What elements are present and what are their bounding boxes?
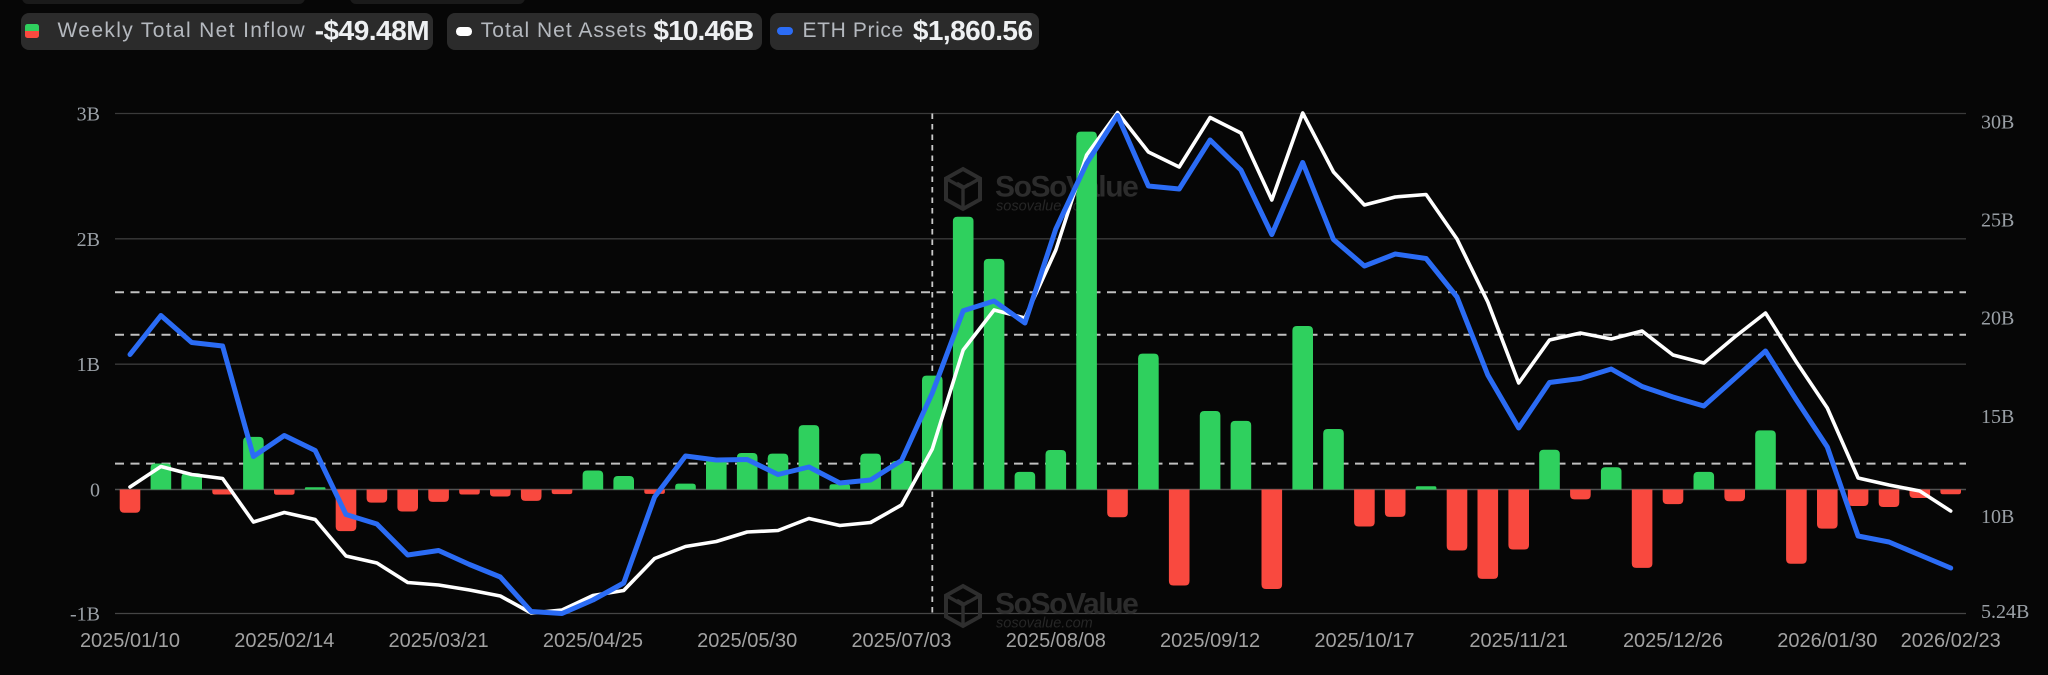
svg-text:2025/08/08: 2025/08/08 [1006, 630, 1106, 652]
svg-text:2025/03/21: 2025/03/21 [389, 630, 489, 652]
svg-text:2025/01/10: 2025/01/10 [80, 630, 180, 652]
svg-text:2025/04/25: 2025/04/25 [543, 630, 643, 652]
svg-text:sosovalue.com: sosovalue.com [996, 616, 1093, 632]
svg-text:SoSoValue: SoSoValue [995, 171, 1138, 204]
svg-text:2025/02/14: 2025/02/14 [234, 630, 334, 652]
svg-text:2025/11/21: 2025/11/21 [1469, 630, 1568, 652]
svg-text:5.24B: 5.24B [1981, 601, 2029, 623]
svg-text:2025/12/26: 2025/12/26 [1623, 630, 1723, 652]
svg-text:2025/05/30: 2025/05/30 [697, 630, 797, 652]
svg-text:SoSoValue: SoSoValue [995, 588, 1138, 621]
svg-text:10B: 10B [1981, 506, 2014, 528]
svg-text:-1B: -1B [70, 604, 100, 626]
svg-text:2026/01/30: 2026/01/30 [1777, 630, 1877, 652]
svg-text:2026/02/23: 2026/02/23 [1901, 630, 2001, 652]
svg-text:30B: 30B [1981, 111, 2014, 133]
svg-text:2025/07/03: 2025/07/03 [851, 630, 951, 652]
svg-text:20B: 20B [1981, 308, 2014, 330]
svg-text:0: 0 [90, 480, 100, 502]
svg-text:1B: 1B [77, 354, 100, 376]
svg-text:25B: 25B [1981, 209, 2014, 231]
svg-text:2B: 2B [77, 229, 100, 251]
svg-text:15B: 15B [1981, 406, 2014, 428]
svg-text:2025/09/12: 2025/09/12 [1160, 630, 1260, 652]
svg-text:2025/10/17: 2025/10/17 [1314, 630, 1414, 652]
svg-text:3B: 3B [77, 104, 100, 126]
